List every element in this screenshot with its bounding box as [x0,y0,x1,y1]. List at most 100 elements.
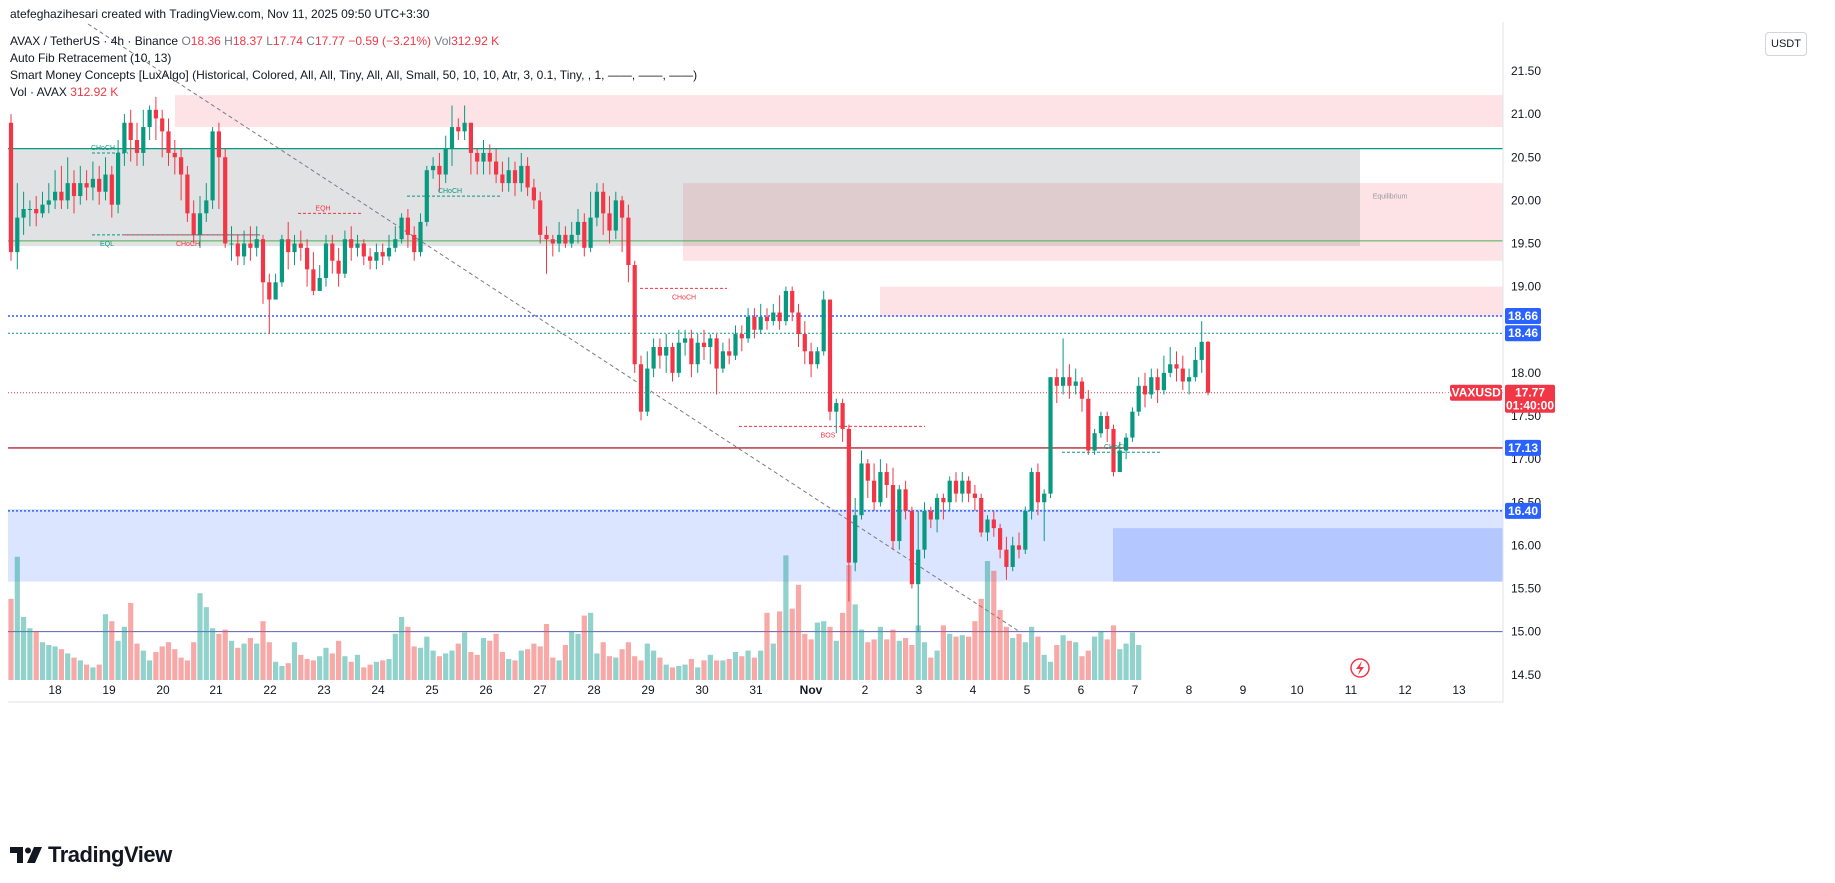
candle-body [538,200,543,235]
smc-label: CHoCH [1104,444,1128,451]
volume-bar [336,640,342,680]
indicator-fib[interactable]: Auto Fib Retracement (10, 13) [10,51,172,65]
candle-body [1023,510,1028,550]
candle [1149,368,1154,399]
candle-body [267,282,272,300]
volume-bar [707,654,713,680]
price-tick-label: 19.00 [1511,280,1541,294]
price-tag-label: 16.40 [1508,504,1538,518]
candle-body [1035,472,1040,503]
indicator-smc[interactable]: Smart Money Concepts [LuxAlgo] (Historic… [10,68,698,82]
volume-bar [178,657,184,680]
candle-body [1199,341,1204,360]
volume-bar [102,614,109,680]
volume-bar [966,636,972,680]
volume-bar [304,659,310,680]
candle [865,459,870,498]
candle [613,191,618,240]
candle-body [550,239,555,244]
symbol-title[interactable]: AVAX / TetherUS · 4h · Binance [10,34,179,48]
candle [342,230,347,278]
currency-selector[interactable]: USDT [1765,32,1807,56]
volume-bar [109,621,115,680]
candle-body [1193,359,1198,378]
candle [311,252,316,296]
candle-body [998,528,1003,550]
candle [922,502,927,559]
candle-body [651,347,656,369]
candle-body [197,213,203,235]
candle [456,118,461,140]
candle-body [1174,364,1179,369]
tradingview-logo-icon [10,847,42,863]
candle-body [46,200,51,205]
candle-body [506,170,511,184]
candle [1048,377,1053,498]
close-label: C [306,34,315,48]
candle [777,295,782,330]
volume-bar [317,656,323,680]
change-value: −0.59 (−3.21%) [348,34,432,48]
vol-label: Vol [434,34,452,48]
candle [695,334,700,373]
volume-bar [827,626,833,680]
candle [714,334,719,395]
last-price-box [1505,384,1555,413]
candle [185,165,190,222]
volume-bar [1092,636,1098,680]
candle-body [90,178,95,188]
time-tick-label: 12 [1398,683,1412,697]
candle-body [991,519,996,529]
candle [1023,506,1028,554]
candle-body [941,497,946,503]
candle [1187,368,1192,395]
last-price-value: 17.77 [1515,386,1545,400]
candle-body [437,165,442,175]
volume-bar [380,660,386,680]
volume-bar [651,650,657,680]
indicator-volume[interactable]: Vol · AVAX 312.92 K [10,84,118,100]
candle [361,239,366,266]
candle-body [720,351,725,369]
candle [752,308,757,339]
candle-body [78,183,83,197]
candle [412,226,417,261]
time-tick-label: 20 [156,683,170,697]
candle-body [632,265,637,365]
candle-body [657,347,662,356]
candle-body [424,170,429,222]
volume-bar [877,626,883,680]
price-tick-label: 20.50 [1511,150,1541,164]
candle-body [519,165,524,184]
volume-bar [247,638,253,680]
candle-body [613,200,618,231]
price-tick-label: 20.00 [1511,193,1541,207]
volume-bar [814,622,820,680]
candle [689,329,694,378]
candle-body [985,519,990,533]
candle [809,342,814,378]
candle-body [1130,411,1135,438]
tradingview-logo[interactable]: TradingView [10,842,172,868]
smc-label: BOS [821,432,836,439]
indicator-volume-name: Vol · AVAX [10,85,67,99]
time-tick-label: 22 [263,683,277,697]
volume-bar [172,649,178,680]
candle-body [103,174,108,192]
candle [386,234,392,261]
volume-bar [1079,656,1085,680]
candle-body [380,252,385,257]
volume-bar [632,656,638,680]
price-tags: 18.66 18.46 17.13 16.40 AVAXUSDT 17.7701:40:0… [1350,307,1555,678]
candle [374,243,379,270]
candle [179,148,184,201]
candle-body [494,161,499,175]
candle [21,191,26,235]
candle [393,226,398,253]
candle [1193,347,1198,382]
volume-bar [323,647,329,680]
candle [242,230,247,266]
candle [563,226,568,248]
candle [506,157,511,192]
